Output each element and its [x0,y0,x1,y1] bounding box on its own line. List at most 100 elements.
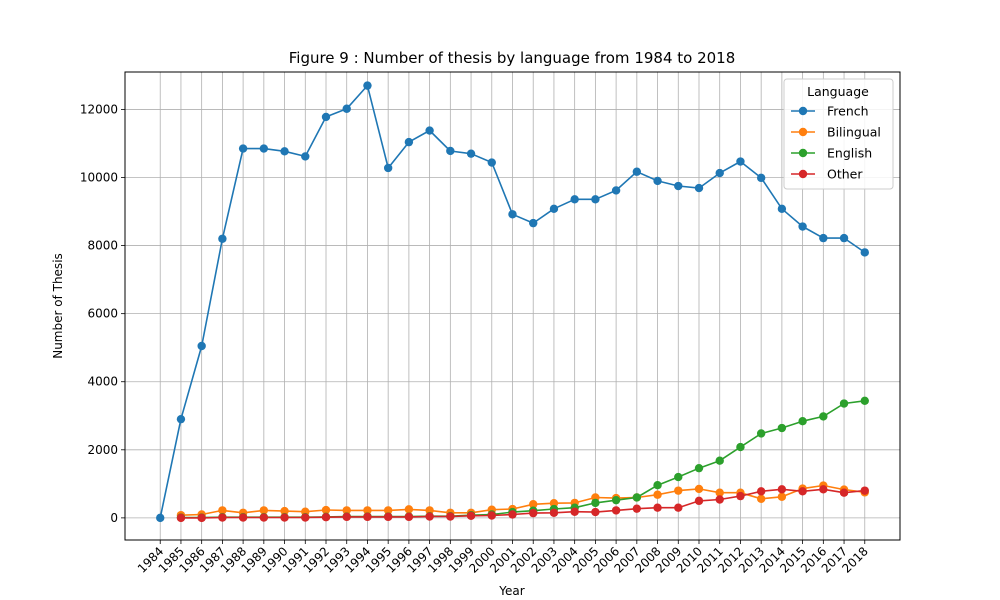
data-point [342,512,351,522]
data-point [404,137,414,147]
data-point [819,412,828,421]
data-point [715,488,724,497]
data-point [653,503,662,512]
y-tick-label: 12000 [80,102,118,116]
data-point [280,147,289,156]
data-point [529,218,538,228]
data-point [736,157,745,166]
data-point [529,508,538,518]
data-point [694,463,704,473]
data-point [694,484,704,494]
data-point [218,234,227,243]
legend: Language French Bilingual English Other [783,78,894,190]
data-point [549,204,559,214]
data-point [238,513,248,522]
legend-item-english: English [791,146,872,161]
data-point [777,485,787,494]
data-point [591,498,600,508]
legend-label: French [827,104,869,119]
y-tick-label: 0 [110,511,118,525]
data-point [756,173,766,183]
data-point [446,146,455,156]
data-point [383,512,393,522]
data-point [777,204,787,214]
data-point [466,511,476,521]
y-tick-label: 8000 [87,239,118,253]
series-other [176,485,869,523]
data-point [238,144,248,153]
data-point [508,210,517,219]
y-tick-label: 2000 [87,443,118,457]
data-point [715,168,724,178]
data-point [715,495,724,504]
data-point [819,233,828,243]
data-point [508,510,517,519]
data-point [653,490,662,499]
data-point [611,506,621,515]
data-point [487,158,496,167]
data-point [259,506,269,515]
data-point [570,507,579,516]
data-point [446,512,455,521]
data-point [591,507,600,517]
legend-title: Language [807,84,869,99]
data-point [176,513,186,523]
data-point [736,442,745,452]
data-point [466,149,476,158]
y-tick-label: 4000 [87,375,118,389]
data-point [798,487,807,496]
data-point [404,505,414,514]
data-point [363,506,372,515]
legend-item-french: French [791,104,869,119]
legend-marker [798,169,808,179]
data-point [591,195,600,204]
data-point [777,423,787,433]
data-point [860,486,869,495]
y-axis-ticks: 0 2000 4000 6000 8000 10000 12000 [80,102,125,525]
plot-area [156,81,869,523]
data-point [404,512,414,522]
data-point [653,176,662,186]
legend-box [783,78,894,190]
data-point [694,183,704,193]
data-point [259,513,269,522]
data-point [321,505,331,515]
legend-item-other: Other [791,167,863,182]
data-point [425,512,434,521]
data-point [611,495,621,505]
data-point [280,513,289,522]
data-point [674,181,683,191]
legend-item-bilingual: Bilingual [791,125,881,140]
data-point [756,429,766,438]
data-point [383,163,393,173]
data-point [176,414,186,424]
data-point [715,456,724,465]
data-point [197,341,206,351]
data-point [839,233,849,243]
data-point [363,512,372,522]
data-point [425,506,434,515]
data-point [860,396,869,405]
data-point [342,104,351,113]
data-point [383,506,393,515]
data-point [280,506,289,516]
data-point [301,152,310,161]
legend-label: English [827,146,872,161]
data-point [156,513,165,523]
data-point [736,491,745,501]
data-point [756,487,766,496]
series-english [176,396,869,522]
data-point [674,486,683,495]
data-point [798,417,807,426]
data-point [839,488,849,497]
data-point [653,481,662,490]
data-point [197,513,206,523]
data-point [798,222,807,231]
data-point [321,512,331,522]
legend-marker [798,148,808,158]
data-point [363,81,372,90]
data-point [756,494,766,504]
data-point [425,126,434,135]
data-point [529,500,538,509]
